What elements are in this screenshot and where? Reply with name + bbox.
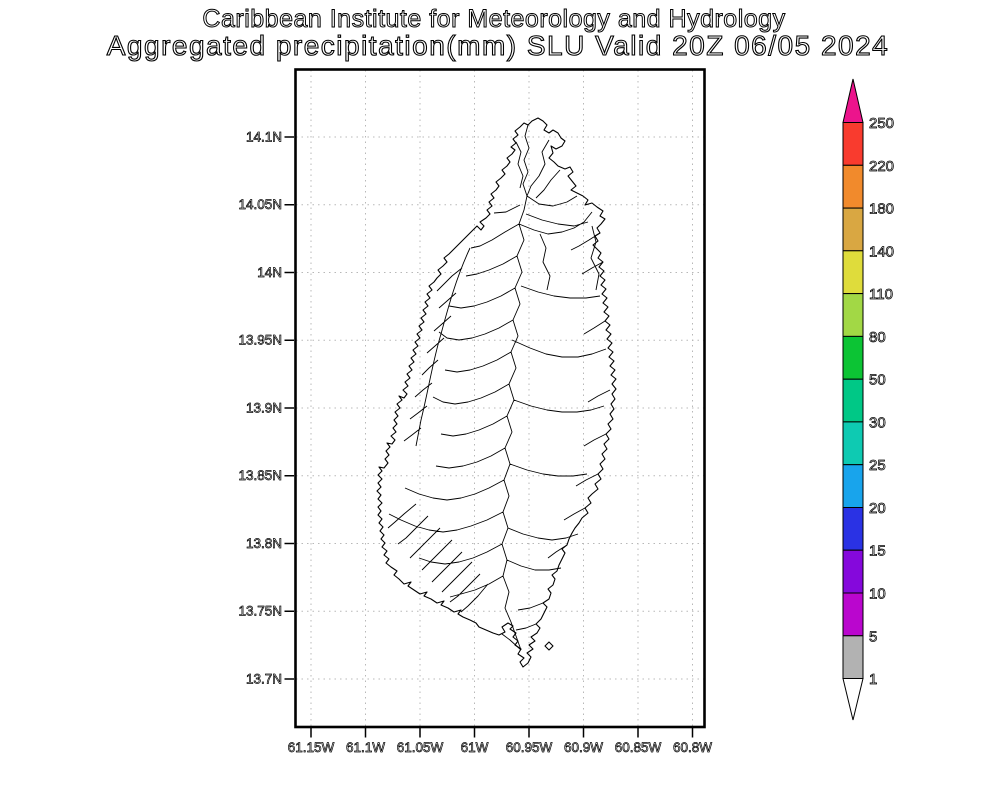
colorbar-label: 25: [869, 457, 886, 474]
longitude-label: 61.1W: [346, 740, 385, 755]
axis-ticks: [284, 136, 694, 738]
latitude-label: 13.8N: [246, 536, 282, 551]
colorbar-label: 50: [869, 372, 886, 389]
colorbar-segment: [842, 293, 864, 337]
colorbar-segment: [842, 464, 864, 509]
latitude-label: 13.9N: [246, 401, 282, 416]
colorbar-segment: [842, 335, 864, 380]
longitude-axis-labels: 61.15W 61.1W 61.05W 61W 60.95W 60.9W 60.…: [287, 740, 712, 756]
latitude-label: 14.05N: [238, 197, 282, 212]
colorbar-label: 80: [869, 329, 886, 346]
colorbar-label: 5: [869, 628, 877, 645]
colorbar-segment: [842, 549, 864, 594]
colorbar-up-arrow: [842, 78, 864, 123]
figure-title-product: Aggregated precipitation(mm) SLU Valid 2…: [107, 30, 890, 61]
colorbar-label: 140: [869, 243, 894, 260]
latitude-label: 14N: [257, 265, 282, 280]
colorbar: 250 220 180 140 110 80 50 30 25 20 15 10…: [842, 78, 895, 721]
colorbar-segment: [842, 122, 864, 166]
island-saint-lucia: [376, 117, 617, 668]
map-gridlines: [296, 70, 704, 726]
offshore-islet: [544, 641, 554, 651]
colorbar-down-arrow: [842, 678, 864, 721]
latitude-label: 13.85N: [238, 468, 282, 483]
colorbar-segment: [842, 507, 864, 551]
colorbar-label: 30: [869, 414, 886, 431]
longitude-label: 61.05W: [397, 740, 444, 755]
colorbar-label: 220: [869, 158, 894, 175]
colorbar-segment: [842, 592, 864, 637]
watershed-boundaries: [387, 124, 611, 651]
latitude-label: 14.1N: [246, 130, 282, 145]
island-coastline: [376, 117, 617, 668]
colorbar-segment: [842, 635, 864, 679]
longitude-label: 60.95W: [506, 740, 553, 755]
latitude-axis-labels: 14.1N 14.05N 14N 13.95N 13.9N 13.85N 13.…: [238, 129, 282, 687]
colorbar-labels: 250 220 180 140 110 80 50 30 25 20 15 10…: [869, 115, 895, 689]
longitude-label: 61.15W: [288, 740, 335, 755]
colorbar-segment: [842, 250, 864, 295]
longitude-label: 61W: [461, 740, 489, 755]
longitude-label: 60.8W: [673, 740, 712, 755]
colorbar-label: 20: [869, 500, 886, 517]
latitude-label: 13.95N: [238, 333, 282, 348]
colorbar-label: 10: [869, 586, 886, 603]
colorbar-segment: [842, 164, 864, 209]
colorbar-segment: [842, 378, 864, 423]
colorbar-label: 1: [869, 671, 877, 688]
longitude-label: 60.85W: [615, 740, 662, 755]
latitude-label: 13.7N: [246, 672, 282, 687]
map-frame: [294, 68, 706, 729]
latitude-label: 13.75N: [238, 604, 282, 619]
colorbar-label: 15: [869, 543, 886, 560]
longitude-label: 60.9W: [564, 740, 603, 755]
colorbar-label: 110: [869, 286, 893, 303]
colorbar-segment: [842, 207, 864, 252]
colorbar-label: 180: [869, 201, 894, 218]
colorbar-label: 250: [869, 115, 894, 132]
figure-title-institution: Caribbean Institute for Meteorology and …: [202, 5, 785, 33]
colorbar-segment: [842, 421, 864, 466]
